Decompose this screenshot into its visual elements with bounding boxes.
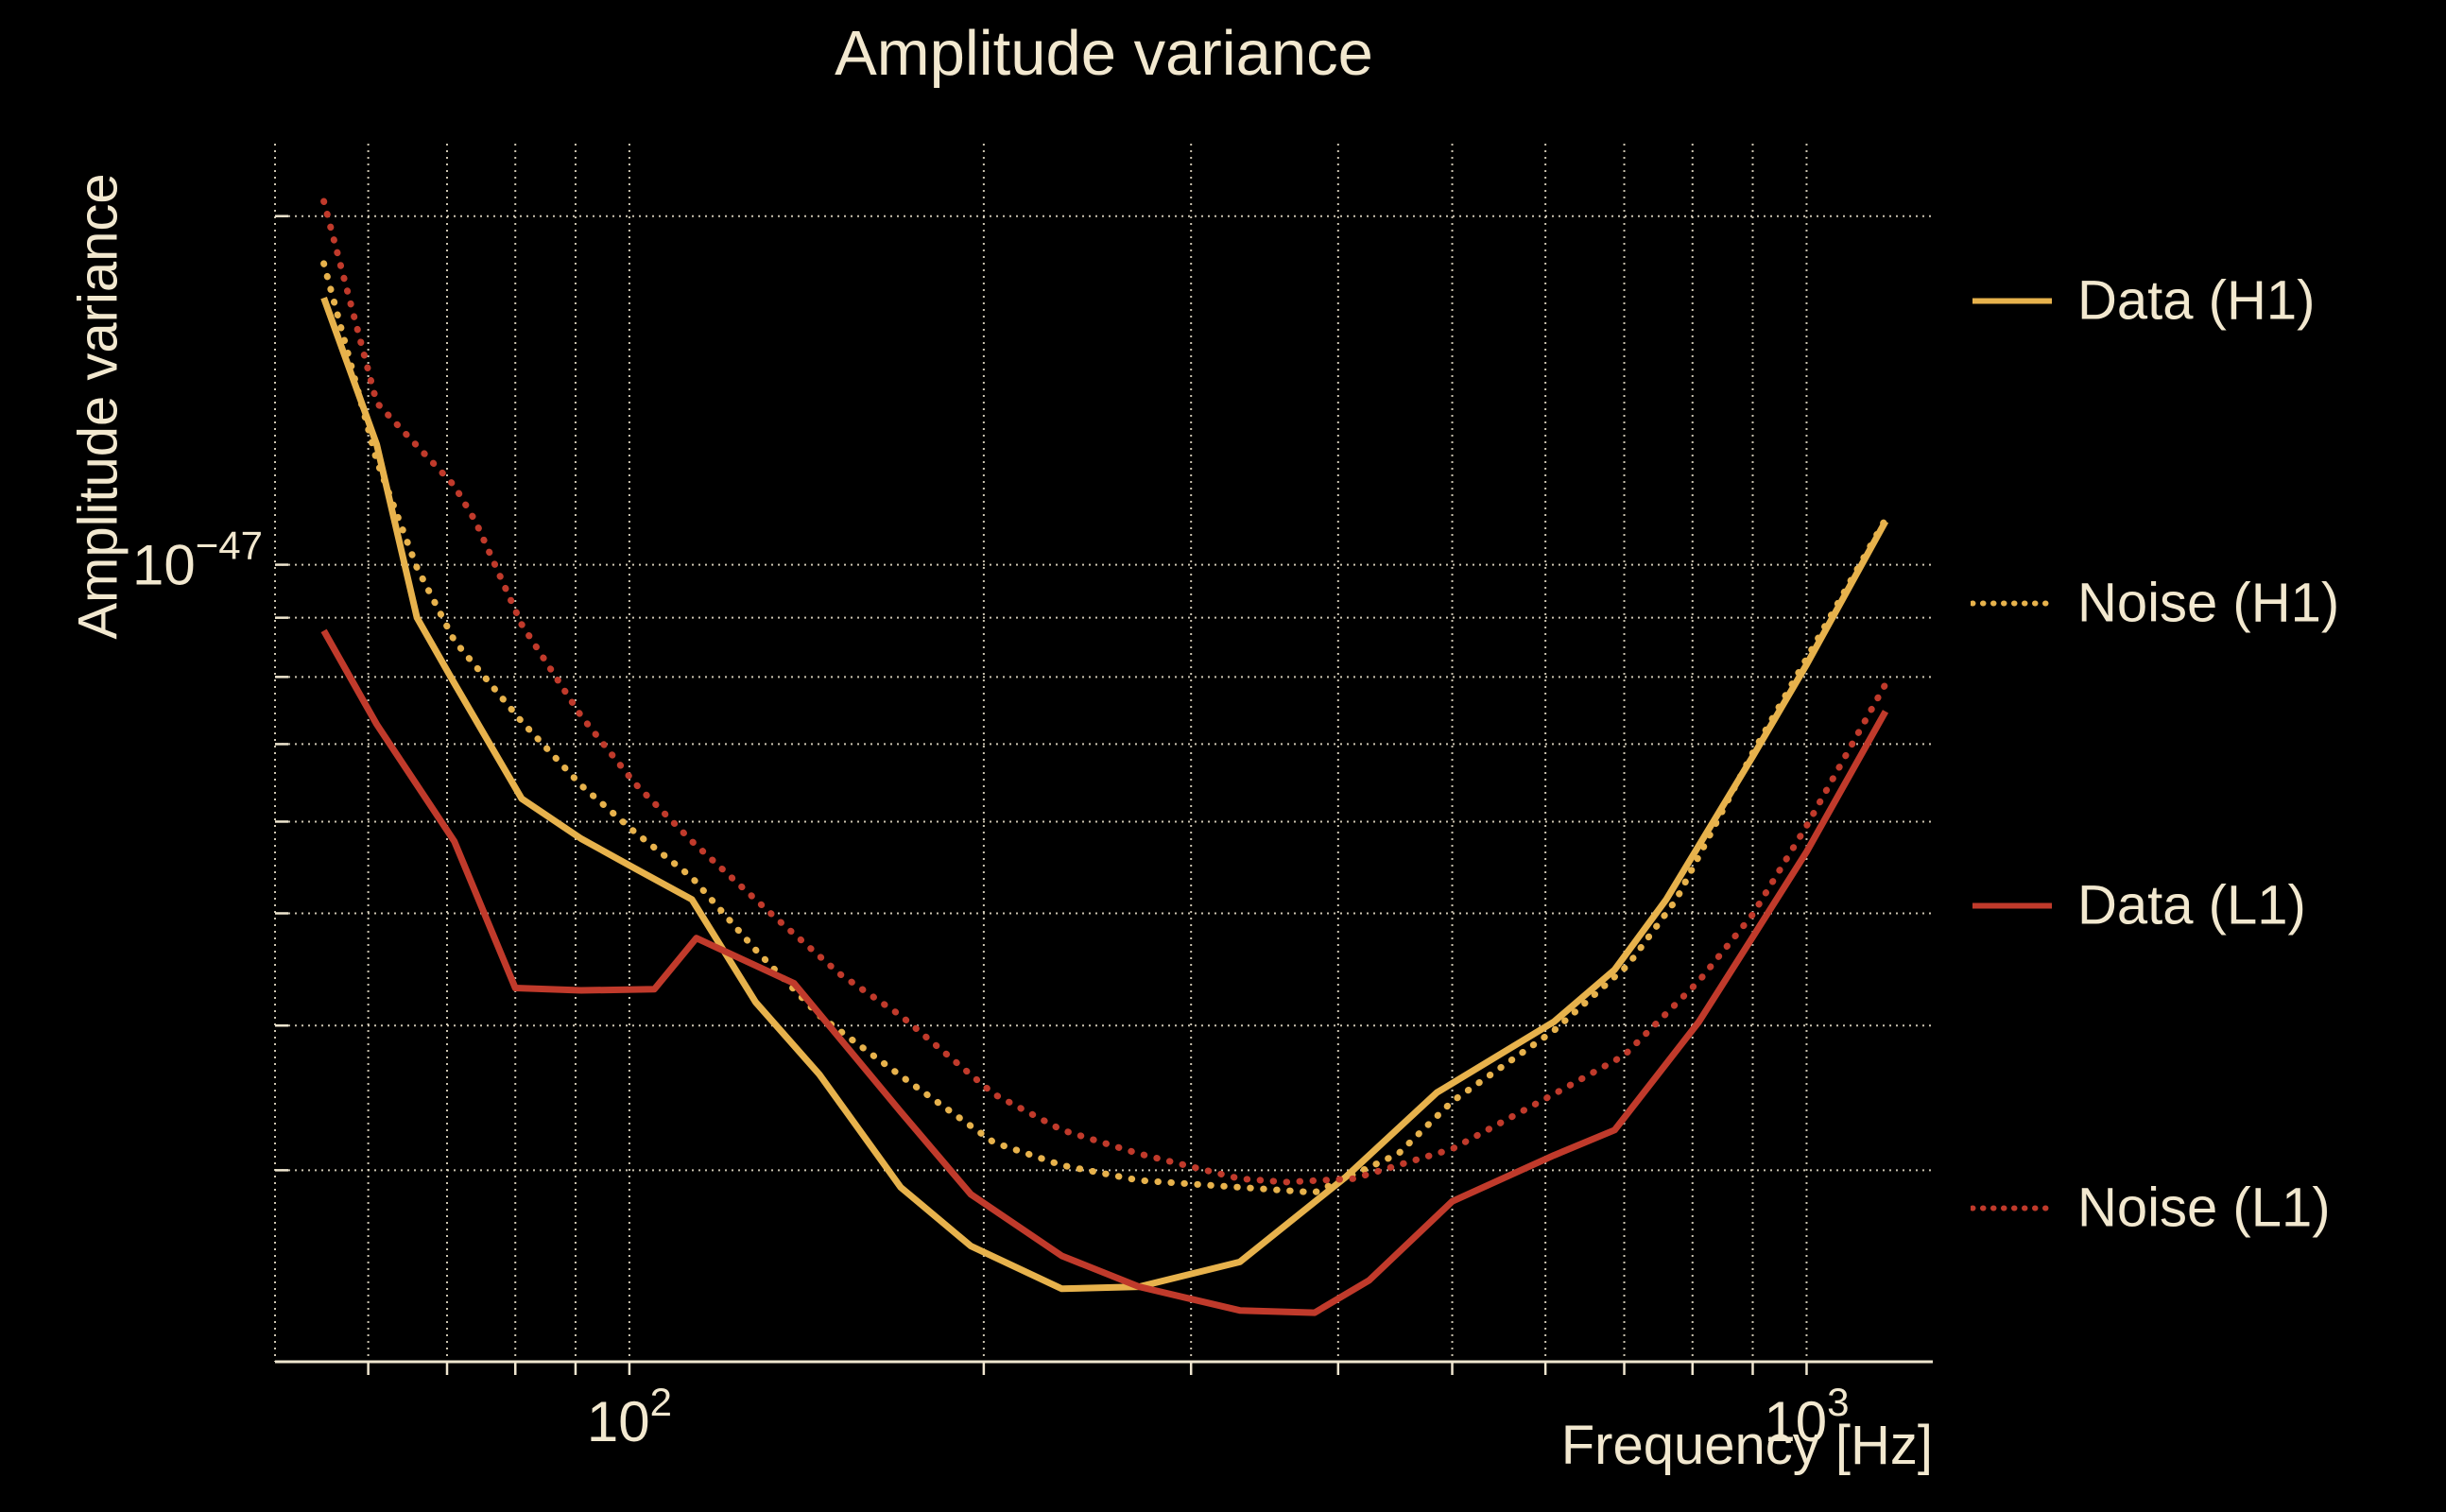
- legend-item-noise-h1: Noise (H1): [1971, 572, 2339, 635]
- legend-label: Noise (L1): [2077, 1177, 2331, 1239]
- legend-label: Noise (H1): [2077, 572, 2340, 634]
- legend-line-sample: [1972, 902, 2052, 908]
- y-axis-label: Amplitude variance: [67, 173, 129, 640]
- y-tick-label: 10−47: [132, 524, 263, 597]
- series-noise-l1: [320, 198, 1889, 1186]
- legend-label: Data (L1): [2077, 874, 2306, 936]
- x-tick-label: 102: [587, 1380, 672, 1453]
- legend-item-noise-l1: Noise (L1): [1971, 1177, 2331, 1240]
- legend-item-data-l1: Data (L1): [1971, 874, 2306, 937]
- series-noise-h1: [320, 260, 1890, 1196]
- grid: [275, 144, 1933, 1362]
- x-tick-label: 103: [1764, 1380, 1849, 1453]
- chart-title: Amplitude variance: [835, 18, 1373, 89]
- series-data-h1: [320, 297, 1889, 1293]
- series-data-l1: [320, 628, 1889, 1316]
- tick-marks: [275, 215, 1808, 1375]
- legend-line-sample: [1972, 298, 2052, 303]
- legend-item-data-h1: Data (H1): [1971, 269, 2315, 333]
- legend-line-sample: [1971, 1205, 2054, 1211]
- legend-label: Data (H1): [2077, 269, 2316, 332]
- legend-line-sample: [1971, 600, 2054, 606]
- x-axis-label: Frequency [Hz]: [1560, 1415, 1933, 1476]
